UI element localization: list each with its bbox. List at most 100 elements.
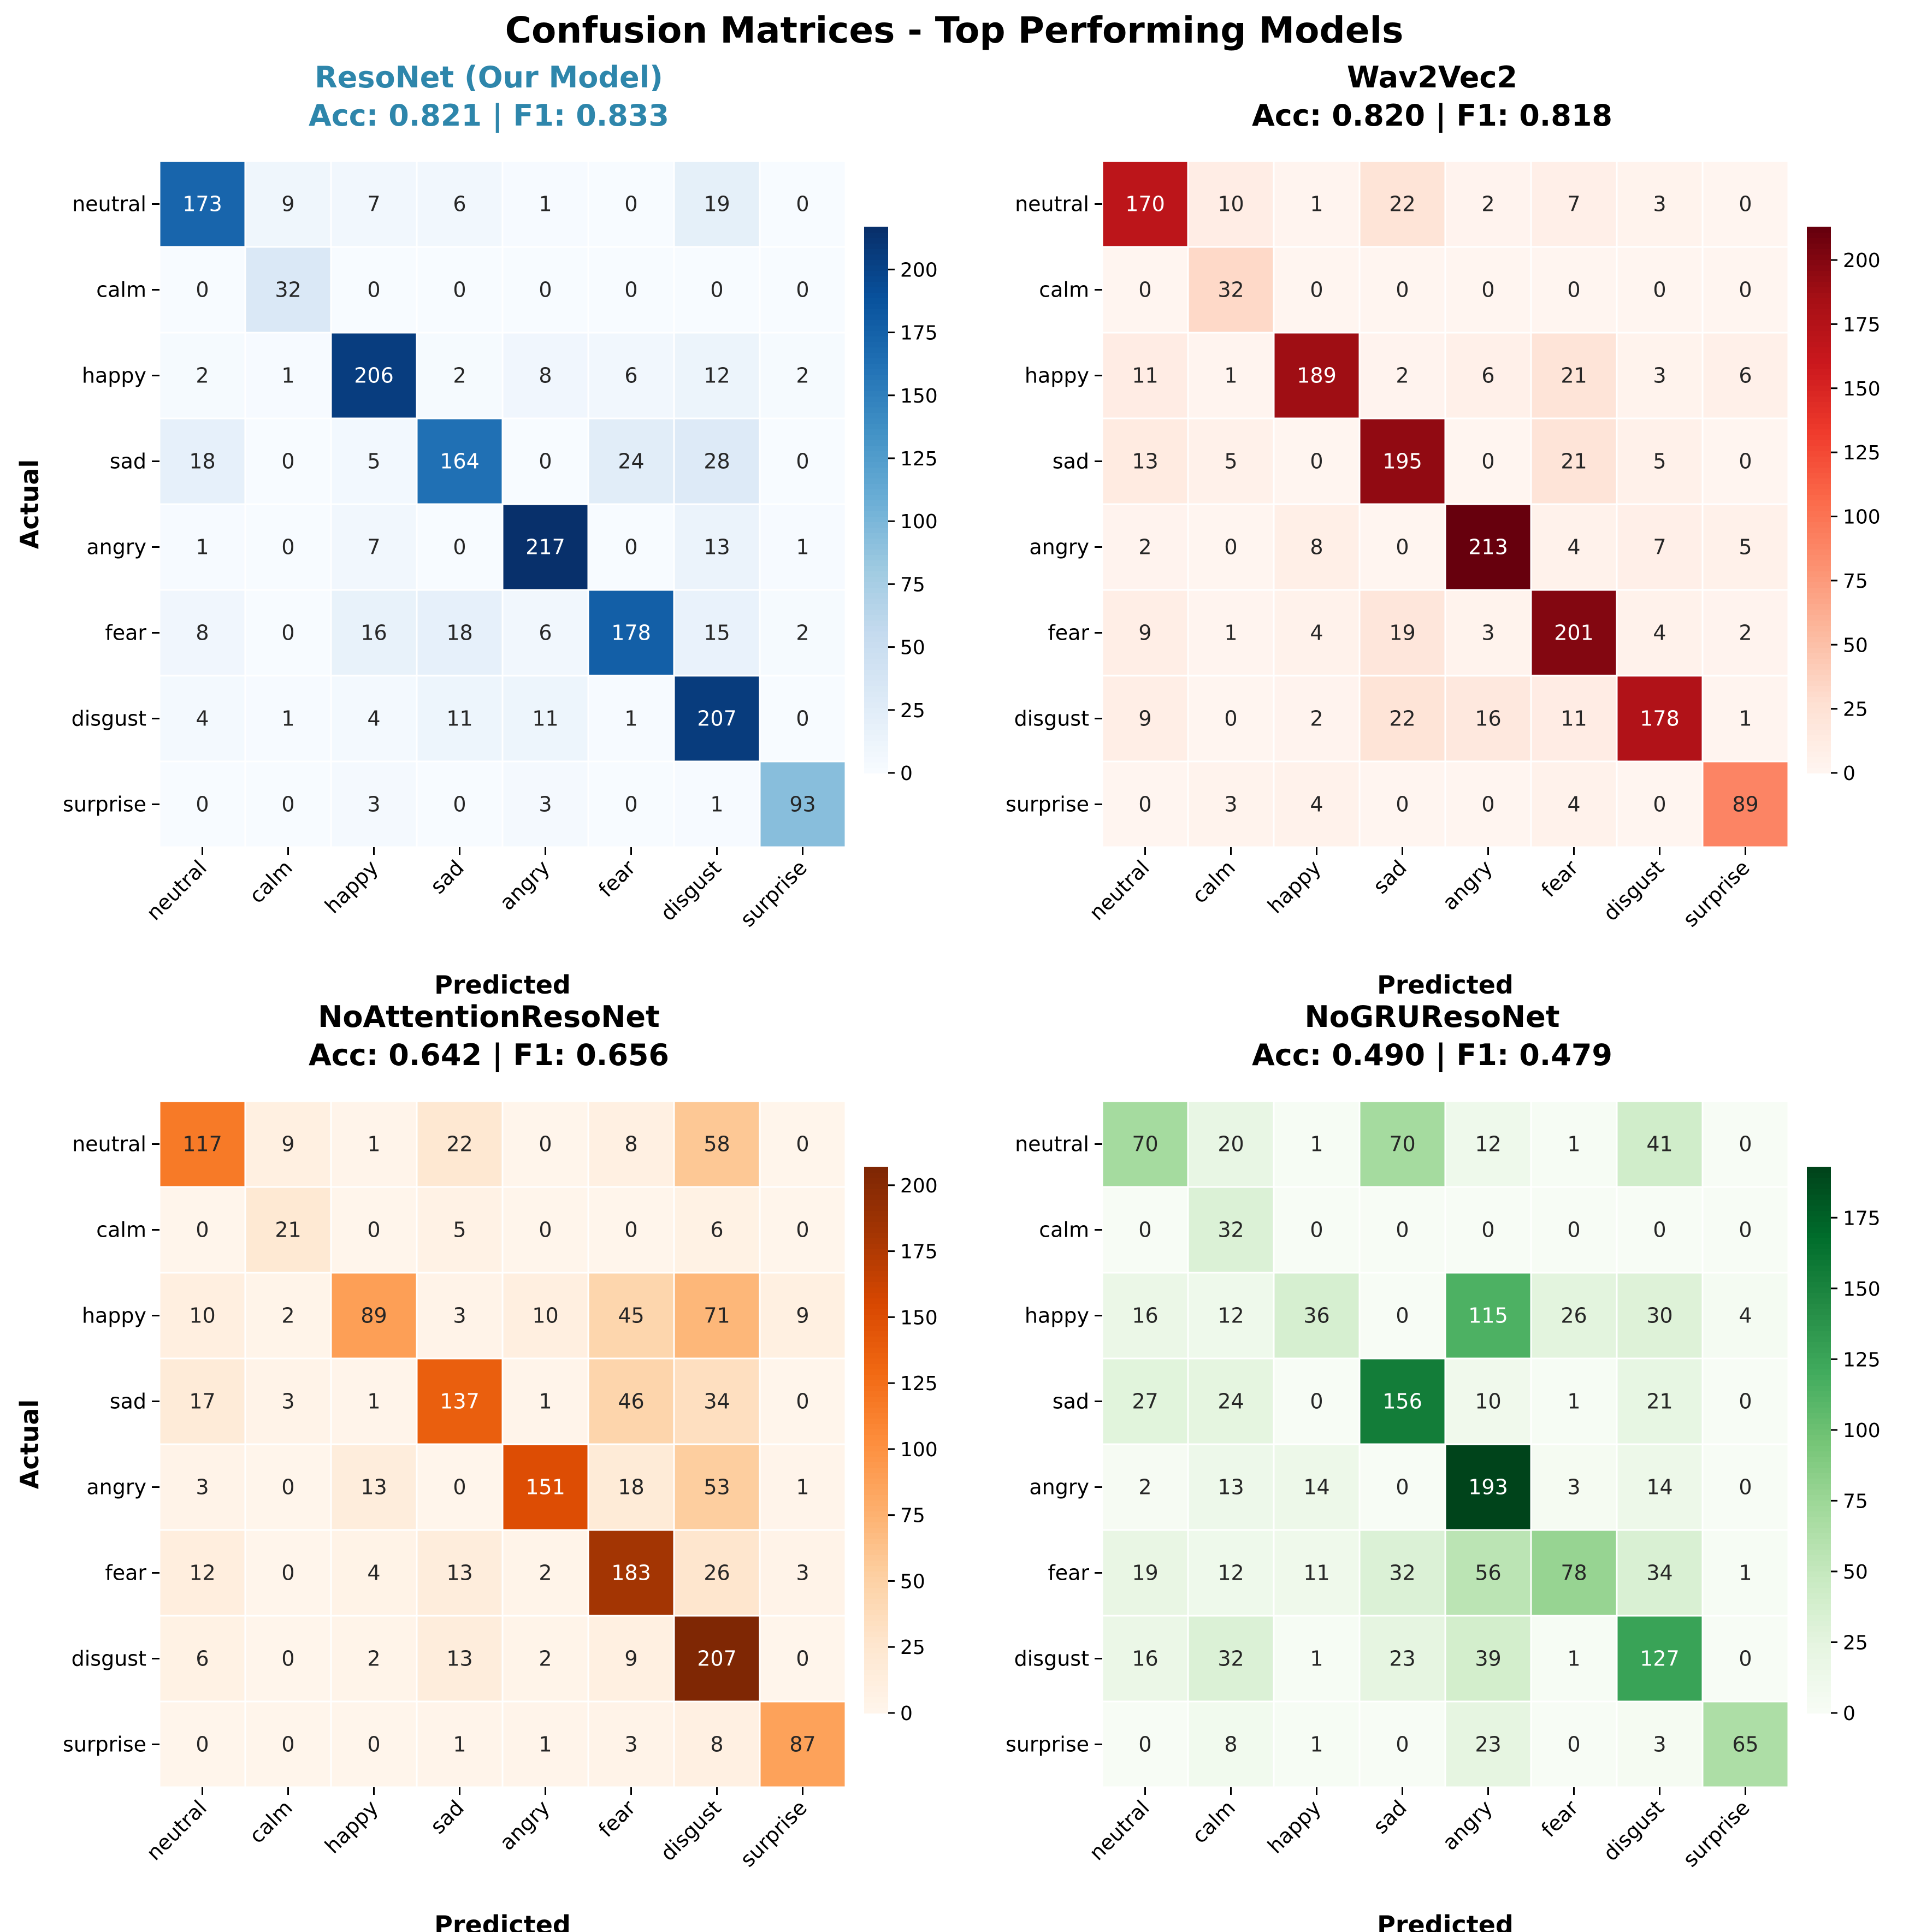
heatmap-cell — [1444, 332, 1532, 420]
colorbar-segment — [1807, 1593, 1831, 1599]
heatmap-cell — [244, 503, 332, 591]
cell-value-label: 6 — [1739, 364, 1752, 388]
cell-value-label: 183 — [611, 1561, 651, 1585]
cell-value-label: 12 — [704, 364, 730, 388]
colorbar-segment — [864, 478, 888, 484]
heatmap-cell — [1273, 160, 1361, 248]
heatmap-cell — [587, 160, 675, 248]
colorbar-segment — [1807, 472, 1831, 478]
cell-value-label: 0 — [1739, 192, 1752, 216]
colorbar-segment — [1807, 478, 1831, 484]
colorbar-segment — [864, 675, 888, 681]
cell-value-label: 26 — [704, 1561, 730, 1585]
heatmap-cell — [1616, 1443, 1704, 1531]
heatmap-cell — [1616, 1186, 1704, 1274]
cell-value-label: 0 — [1138, 1733, 1151, 1757]
colorbar-segment — [1807, 1549, 1831, 1555]
colorbar-segment — [864, 1429, 888, 1435]
colorbar-segment — [864, 543, 888, 550]
colorbar-segment — [1807, 543, 1831, 550]
cell-value-label: 9 — [796, 1304, 809, 1328]
cell-value-label: 3 — [1653, 364, 1666, 388]
colorbar: 0 25 50 75 100 125 150 175 200 — [864, 1167, 938, 1725]
cell-value-label: 1 — [1310, 1647, 1323, 1671]
colorbar-segment — [1807, 1626, 1831, 1632]
cell-value-label: 22 — [1389, 707, 1415, 731]
heatmap-cell — [244, 160, 332, 248]
heatmap-cell — [1101, 1272, 1189, 1360]
heatmap-cell — [1616, 1700, 1704, 1788]
colorbar-segment — [864, 658, 888, 664]
cell-value-label: 207 — [697, 1647, 737, 1671]
cell-value-label: 58 — [704, 1132, 730, 1156]
cell-value-label: 78 — [1561, 1561, 1587, 1585]
colorbar-segment — [864, 1626, 888, 1632]
colorbar-segment — [1807, 522, 1831, 528]
colorbar-segment — [1807, 1172, 1831, 1178]
heatmap-cell — [1358, 675, 1446, 763]
cell-value-label: 10 — [1217, 192, 1244, 216]
colorbar-segment — [864, 1320, 888, 1326]
cell-value-label: 2 — [1481, 192, 1494, 216]
cell-value-label: 11 — [1132, 364, 1158, 388]
colorbar-segment — [864, 1500, 888, 1506]
heatmap-cell — [1444, 1700, 1532, 1788]
colorbar-segment — [1807, 1347, 1831, 1353]
cell-value-label: 32 — [1389, 1561, 1415, 1585]
colorbar-segment — [1807, 243, 1831, 249]
colorbar-segment — [1807, 1303, 1831, 1309]
heatmap-cell — [1530, 1615, 1618, 1703]
panels: ResoNet (Our Model) Acc: 0.821 | F1: 0.83… — [15, 60, 1881, 1932]
colorbar-segment — [864, 1352, 888, 1358]
cell-value-label: 1 — [1310, 1132, 1323, 1156]
y-tick-label: surprise — [1006, 793, 1089, 817]
colorbar-segment — [1807, 1358, 1831, 1364]
colorbar-segment — [1807, 707, 1831, 713]
colorbar-segment — [864, 467, 888, 473]
heatmap-cell — [1358, 760, 1446, 848]
cell-value-label: 34 — [1646, 1561, 1672, 1585]
heatmap-cell — [1530, 1357, 1618, 1445]
colorbar-tick-label: 150 — [900, 1307, 938, 1329]
cell-value-label: 1 — [281, 707, 294, 731]
cell-value-label: 178 — [611, 621, 651, 645]
cell-value-label: 87 — [789, 1733, 815, 1757]
colorbar-segment — [1807, 1238, 1831, 1244]
colorbar-segment — [864, 686, 888, 692]
colorbar-segment — [864, 615, 888, 621]
colorbar-segment — [864, 647, 888, 653]
y-tick-label: angry — [1029, 535, 1089, 559]
colorbar-segment — [864, 1494, 888, 1500]
colorbar-segment — [1807, 336, 1831, 342]
colorbar-segment — [864, 227, 888, 233]
colorbar-segment — [864, 347, 888, 353]
heatmap-cell — [158, 1357, 246, 1445]
colorbar-segment — [864, 1686, 888, 1692]
y-tick-label: neutral — [1015, 192, 1089, 216]
heatmap-cell — [416, 1615, 504, 1703]
colorbar-segment — [1807, 1555, 1831, 1561]
cell-value-label: 2 — [796, 364, 809, 388]
heatmap-cell — [1358, 1443, 1446, 1531]
cell-value-label: 3 — [796, 1561, 809, 1585]
colorbar-segment — [1807, 767, 1831, 773]
colorbar-segment — [864, 1336, 888, 1342]
cell-value-label: 11 — [532, 707, 558, 731]
colorbar-tick-label: 50 — [900, 1570, 925, 1593]
colorbar-segment — [864, 1560, 888, 1566]
panel-subtitle: Acc: 0.821 | F1: 0.833 — [309, 98, 669, 133]
colorbar-segment — [864, 1620, 888, 1626]
heatmap-cell — [330, 589, 418, 677]
colorbar-segment — [1807, 1516, 1831, 1522]
heatmap-cell — [1530, 1100, 1618, 1188]
cell-value-label: 13 — [446, 1561, 472, 1585]
y-tick-label: sad — [110, 450, 146, 474]
panel-subtitle: Acc: 0.490 | F1: 0.479 — [1252, 1038, 1612, 1072]
cell-value-label: 8 — [539, 364, 552, 388]
colorbar-segment — [1807, 571, 1831, 577]
colorbar-segment — [1807, 1210, 1831, 1216]
colorbar-segment — [1807, 270, 1831, 276]
colorbar-segment — [864, 713, 888, 719]
cell-value-label: 24 — [618, 450, 644, 474]
